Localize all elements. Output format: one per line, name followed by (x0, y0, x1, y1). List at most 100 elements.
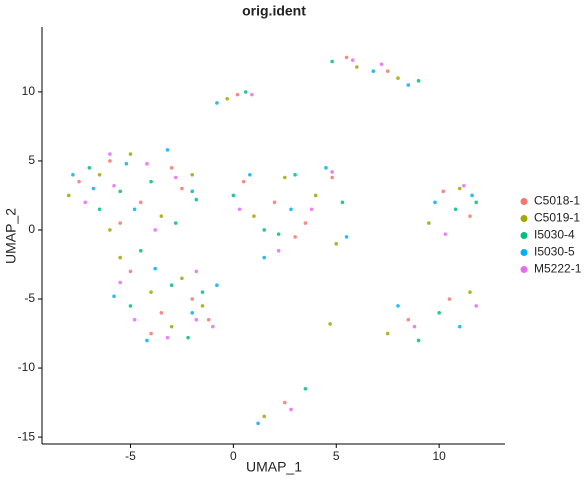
point (462, 183, 466, 188)
point (441, 189, 446, 194)
point (108, 228, 112, 232)
point (272, 200, 277, 205)
point (118, 255, 122, 260)
point (132, 317, 137, 322)
legend-label: M5222-1 (534, 262, 582, 276)
point (379, 62, 384, 67)
point (293, 235, 297, 239)
point (340, 200, 345, 205)
point (328, 322, 332, 326)
point (200, 290, 205, 294)
point (112, 294, 116, 299)
point (396, 76, 400, 80)
point (91, 186, 96, 191)
point (108, 152, 112, 156)
point (313, 193, 318, 198)
point (330, 175, 334, 180)
point (173, 175, 178, 180)
point (303, 386, 308, 391)
point (437, 311, 441, 315)
point (427, 221, 431, 225)
point (138, 248, 143, 253)
legend-label: I5030-4 (534, 228, 575, 242)
point (210, 324, 215, 329)
point (324, 166, 328, 170)
point (406, 317, 411, 322)
point (206, 317, 211, 322)
point (153, 266, 157, 271)
point (470, 193, 474, 198)
point (190, 297, 195, 301)
point (457, 186, 462, 191)
point (344, 55, 349, 60)
point (350, 58, 355, 62)
point (153, 228, 157, 232)
point (433, 200, 437, 205)
point (169, 324, 174, 329)
point (237, 207, 242, 212)
point (97, 207, 102, 212)
x-tick-label: -5 (125, 449, 136, 463)
point (289, 207, 293, 212)
y-tick-label: -5 (24, 291, 35, 305)
point (412, 324, 417, 329)
point (303, 221, 308, 225)
point (241, 179, 246, 184)
point (159, 311, 164, 315)
x-tick-label: 10 (432, 449, 446, 463)
y-tick-label: 0 (28, 222, 35, 236)
point (194, 317, 199, 322)
point (138, 200, 143, 205)
point (262, 414, 267, 419)
point (330, 170, 334, 174)
point (169, 166, 174, 170)
chart-title: orig.ident (242, 3, 306, 19)
point (112, 183, 116, 188)
point (385, 69, 390, 73)
point (283, 175, 287, 180)
point (145, 338, 149, 343)
point (355, 65, 359, 69)
point (87, 166, 92, 170)
point (293, 172, 297, 177)
legend-label: C5018-1 (534, 194, 580, 208)
point (71, 172, 75, 177)
y-axis-label: UMAP_2 (3, 208, 19, 264)
point (309, 207, 314, 212)
point (330, 59, 334, 64)
point (149, 179, 153, 184)
point (132, 207, 137, 212)
y-tick-label: -15 (18, 429, 36, 443)
x-tick-label: 0 (230, 449, 237, 463)
point (248, 172, 252, 177)
point (194, 197, 199, 202)
point (250, 92, 254, 97)
point (262, 228, 267, 232)
point (243, 90, 248, 94)
point (66, 193, 71, 198)
point (231, 193, 236, 198)
point (124, 161, 129, 166)
point (453, 207, 458, 212)
point (118, 189, 122, 194)
point (468, 290, 472, 294)
x-axis-label: UMAP_1 (246, 459, 302, 475)
point (344, 235, 349, 239)
point (77, 179, 81, 184)
point (108, 159, 112, 163)
point (276, 248, 281, 253)
point (215, 101, 219, 105)
point (186, 335, 190, 340)
point (416, 79, 421, 83)
point (252, 214, 256, 218)
point (118, 280, 122, 285)
legend-label: I5030-5 (534, 245, 575, 259)
point (159, 214, 164, 218)
point (262, 255, 267, 260)
point (128, 304, 133, 308)
point (128, 269, 133, 274)
point (180, 276, 184, 281)
point (385, 331, 390, 336)
point (256, 421, 260, 426)
